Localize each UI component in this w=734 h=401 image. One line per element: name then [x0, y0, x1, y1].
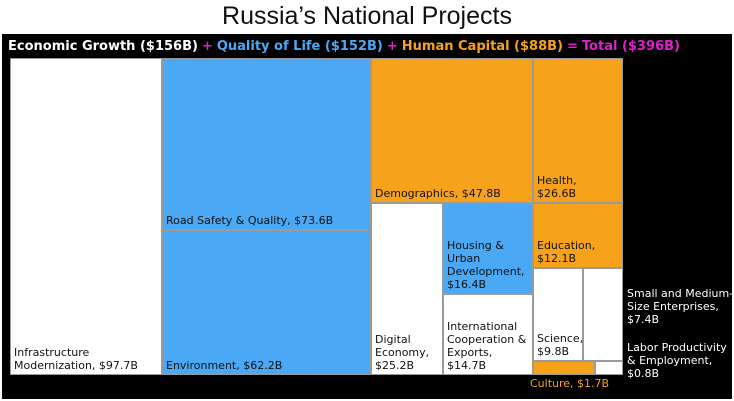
treemap-cell-road-safety-quality: Road Safety & Quality, $73.6B — [162, 58, 371, 230]
cell-label: Health, $26.6B — [537, 174, 577, 200]
cell-label: Science, $9.8B — [537, 332, 584, 358]
cell-label: International Cooperation & Exports, $14.7B — [447, 320, 527, 372]
treemap-cell-culture — [533, 361, 595, 375]
cell-label: Housing & Urban Development, $16.4B — [447, 239, 525, 291]
treemap-cell-demographics: Demographics, $47.8B — [371, 58, 533, 203]
chart-title: Russia’s National Projects — [222, 2, 512, 30]
legend-entry: Human Capital ($88B) — [401, 39, 563, 54]
legend-entry: Quality of Life ($152B) — [216, 39, 383, 54]
treemap-cell-health: Health, $26.6B — [533, 58, 623, 203]
treemap-cell-international-cooperation-exports: International Cooperation & Exports, $14.7B — [443, 294, 533, 375]
cell-label: Small and Medium- Size Enterprises, $7.4B — [627, 287, 734, 326]
legend-entry: Total ($396B) — [581, 39, 680, 54]
cell-label: Labor Productivity & Employment, $0.8B — [627, 341, 727, 380]
legend: Economic Growth ($156B) + Quality of Life … — [8, 39, 684, 54]
cell-label: Demographics, $47.8B — [375, 187, 501, 200]
legend-entry: + — [201, 39, 213, 54]
treemap-cell-small-and-medium-size-enterprises — [583, 268, 623, 361]
cell-label: Digital Economy, $25.2B — [375, 333, 430, 372]
treemap-cell-digital-economy: Digital Economy, $25.2B — [371, 203, 443, 375]
treemap-cell-housing-urban-development: Housing & Urban Development, $16.4B — [443, 203, 533, 294]
legend-entry: + — [386, 39, 398, 54]
cell-label: Infrastructure Modernization, $97.7B — [14, 346, 138, 372]
cell-label: Education, $12.1B — [537, 239, 596, 265]
treemap-cell-education: Education, $12.1B — [533, 203, 623, 268]
treemap-cell-environment: Environment, $62.2B — [162, 230, 371, 375]
cell-label: Road Safety & Quality, $73.6B — [166, 214, 334, 227]
treemap-cell-infrastructure-modernization: Infrastructure Modernization, $97.7B — [10, 58, 162, 375]
cell-label: Culture, $1.7B — [530, 377, 610, 390]
treemap-cell-science: Science, $9.8B — [533, 268, 583, 361]
cell-label: Environment, $62.2B — [166, 359, 283, 372]
treemap-cell-labor-productivity-employment — [595, 361, 623, 375]
legend-entry: Economic Growth ($156B) — [8, 39, 198, 54]
legend-entry: = — [567, 39, 578, 54]
